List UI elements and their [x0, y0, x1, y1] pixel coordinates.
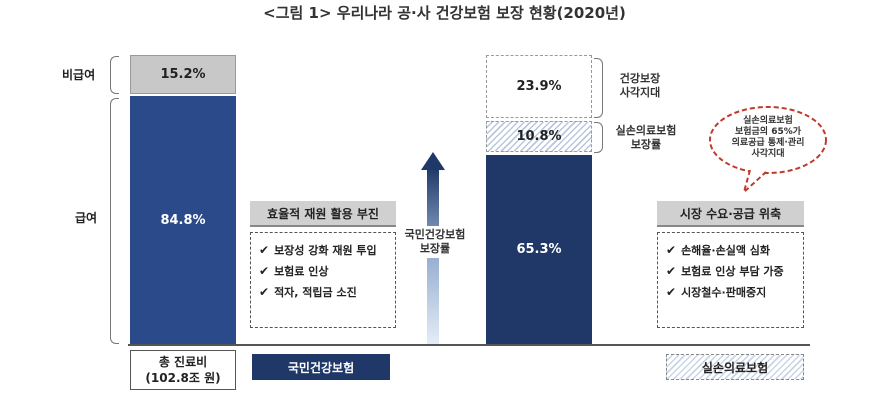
check-icon: ✔: [666, 242, 677, 257]
check-icon: ✔: [259, 242, 270, 257]
total-medical-cost-amount: (102.8조 원): [145, 371, 221, 385]
check-icon: ✔: [666, 284, 677, 299]
non-covered-brace: [110, 56, 119, 94]
private-insurance-footer-label: 실손의료보험: [666, 354, 804, 380]
left-bar-non-covered: 15.2%: [130, 55, 236, 94]
baseline-divider: [128, 344, 810, 346]
non-covered-label: 비급여: [62, 68, 96, 82]
list-item: ✔ 보험료 인상 부담 가중: [666, 263, 784, 278]
nhi-issue-header: 효율적 재원 활용 부진: [250, 201, 396, 227]
list-item: ✔ 손해율·손실액 심화: [666, 242, 771, 257]
nhi-footer-label: 국민건강보험: [252, 354, 390, 380]
left-bar-covered-value: 84.8%: [160, 212, 206, 228]
right-bar-private: 10.8%: [486, 121, 592, 152]
list-item: ✔ 시장철수·판매중지: [666, 284, 767, 299]
coverage-gap-brace: [594, 58, 603, 118]
covered-label: 급여: [75, 211, 98, 225]
speech-bubble: [709, 106, 827, 196]
list-item: ✔ 적자, 적립금 소진: [259, 284, 357, 299]
nhi-coverage-rate-label: 국민건강보험 보장률: [400, 226, 470, 258]
list-item: ✔ 보험료 인상: [259, 263, 329, 278]
left-bar-non-covered-value: 15.2%: [160, 67, 206, 82]
right-bar-public-value: 65.3%: [516, 242, 562, 257]
speech-bubble-text: 실손의료보험 보험금의 65%가 의료공급 통제·관리 사각지대: [731, 116, 805, 159]
list-item: ✔ 보장성 강화 재원 투입: [259, 242, 377, 257]
total-medical-cost-box: 총 진료비 (102.8조 원): [130, 350, 236, 390]
check-icon: ✔: [666, 263, 677, 278]
check-icon: ✔: [259, 263, 270, 278]
private-issue-list: ✔ 손해율·손실액 심화 ✔ 보험료 인상 부담 가중 ✔ 시장철수·판매중지: [657, 232, 804, 328]
coverage-gap-label: 건강보장 사각지대: [619, 72, 661, 99]
private-coverage-label: 실손의료보험 보장률: [615, 124, 677, 151]
total-medical-cost-title: 총 진료비: [158, 355, 208, 369]
left-bar-covered: 84.8%: [130, 96, 236, 344]
right-bar-gap-value: 23.9%: [516, 79, 562, 94]
covered-brace: [110, 98, 119, 344]
private-brace: [594, 122, 603, 153]
private-issue-header: 시장 수요·공급 위축: [657, 201, 804, 227]
nhi-issue-list: ✔ 보장성 강화 재원 투입 ✔ 보험료 인상 ✔ 적자, 적립금 소진: [250, 232, 396, 328]
right-bar-public: 65.3%: [486, 155, 592, 344]
figure-title: <그림 1> 우리나라 공·사 건강보험 보장 현황(2020년): [263, 4, 626, 22]
right-bar-private-value: 10.8%: [516, 129, 562, 144]
right-bar-coverage-gap: 23.9%: [486, 55, 592, 118]
check-icon: ✔: [259, 284, 270, 299]
